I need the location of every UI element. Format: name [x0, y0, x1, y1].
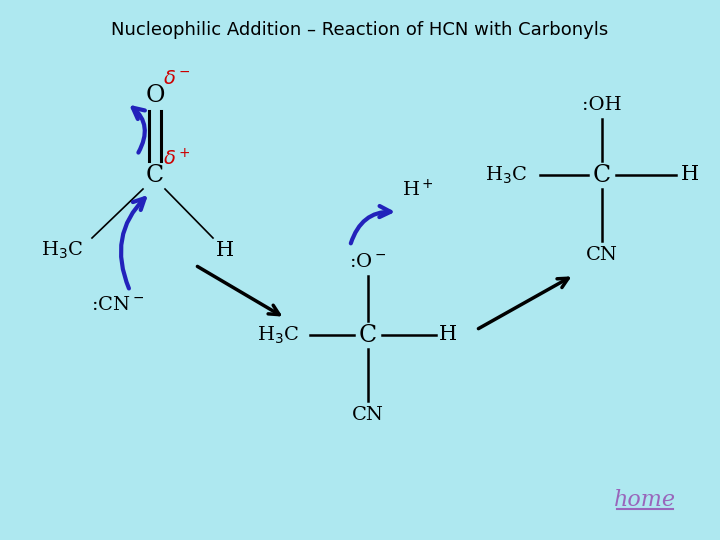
Text: H$^+$: H$^+$	[402, 179, 434, 201]
Text: H$_3$C: H$_3$C	[41, 239, 83, 261]
Text: :CN$^-$: :CN$^-$	[91, 296, 145, 314]
Text: $\delta^-$: $\delta^-$	[163, 70, 191, 88]
Text: C: C	[146, 164, 164, 186]
Text: :OH: :OH	[582, 96, 622, 114]
Text: H$_3$C: H$_3$C	[485, 164, 527, 186]
Text: C: C	[593, 164, 611, 186]
Text: CN: CN	[352, 406, 384, 424]
Text: $\delta^+$: $\delta^+$	[163, 148, 191, 170]
Text: H: H	[216, 240, 234, 260]
Text: C: C	[359, 323, 377, 347]
Text: :O$^-$: :O$^-$	[349, 253, 387, 271]
Text: H$_3$C: H$_3$C	[257, 325, 299, 346]
Text: Nucleophilic Addition – Reaction of HCN with Carbonyls: Nucleophilic Addition – Reaction of HCN …	[112, 21, 608, 39]
Text: home: home	[614, 489, 676, 511]
Text: H: H	[681, 165, 699, 185]
Text: CN: CN	[586, 246, 618, 264]
Text: H: H	[439, 326, 457, 345]
Text: O: O	[145, 84, 165, 106]
